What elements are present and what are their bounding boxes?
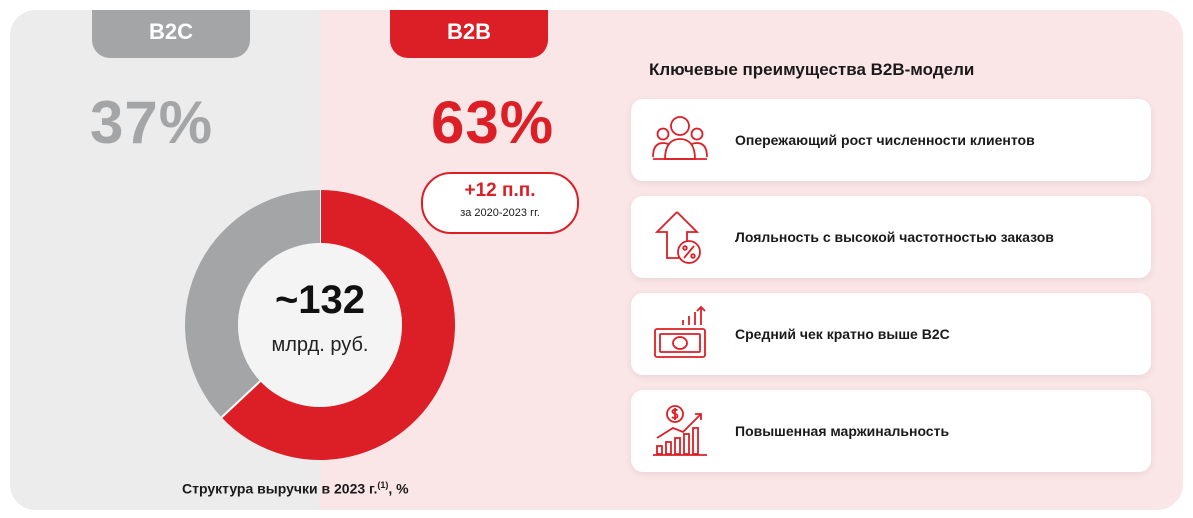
house-percent-icon bbox=[654, 211, 701, 264]
advantage-card: Средний чек кратно выше B2C bbox=[631, 293, 1151, 375]
b2b-growth-badge: +12 п.п. за 2020-2023 гг. bbox=[421, 172, 579, 234]
advantage-text: Опережающий рост численности клиентов bbox=[735, 132, 1035, 148]
growth-period: за 2020-2023 гг. bbox=[460, 207, 540, 219]
advantage-card: Лояльность с высокой частотностью заказо… bbox=[631, 196, 1151, 278]
advantage-text: Средний чек кратно выше B2C bbox=[735, 326, 950, 342]
b2c-percent: 37% bbox=[90, 89, 214, 156]
b2b-percent: 63% bbox=[431, 89, 555, 156]
total-revenue-value: ~132 bbox=[274, 278, 366, 322]
donut-center bbox=[238, 243, 402, 407]
advantages-title: Ключевые преимущества B2B-модели bbox=[649, 60, 975, 79]
background-divider bbox=[10, 355, 250, 510]
donut-slice-separator bbox=[220, 380, 261, 419]
donut-slice-b2b bbox=[221, 190, 455, 460]
donut-slice-b2c bbox=[185, 190, 320, 418]
growth-value: +12 п.п. bbox=[464, 180, 536, 201]
caption-footnote: (1) bbox=[377, 480, 389, 490]
caption-suffix: , % bbox=[388, 480, 409, 497]
total-revenue-unit: млрд. руб. bbox=[271, 334, 369, 356]
advantage-card: Опережающий рост численности клиентов bbox=[631, 99, 1151, 181]
advantage-text: Повышенная маржинальность bbox=[735, 423, 950, 439]
revenue-donut-chart bbox=[185, 190, 455, 460]
tab-b2b: B2B bbox=[390, 10, 548, 58]
tab-b2c: B2C bbox=[92, 10, 250, 58]
advantage-text: Лояльность с высокой частотностью заказо… bbox=[735, 229, 1054, 245]
chart-caption: Структура выручки в 2023 г.(1), % bbox=[182, 480, 409, 497]
dollar-bars-growth-icon bbox=[653, 405, 707, 456]
caption-text: Структура выручки в 2023 г. bbox=[182, 480, 378, 497]
revenue-structure-panel: B2C B2B 37% 63% +12 п.п. за 2020-2023 гг… bbox=[10, 10, 1183, 510]
advantage-card: Повышенная маржинальность bbox=[631, 390, 1151, 472]
people-group-icon bbox=[652, 116, 708, 160]
banknote-growth-icon bbox=[654, 305, 706, 358]
